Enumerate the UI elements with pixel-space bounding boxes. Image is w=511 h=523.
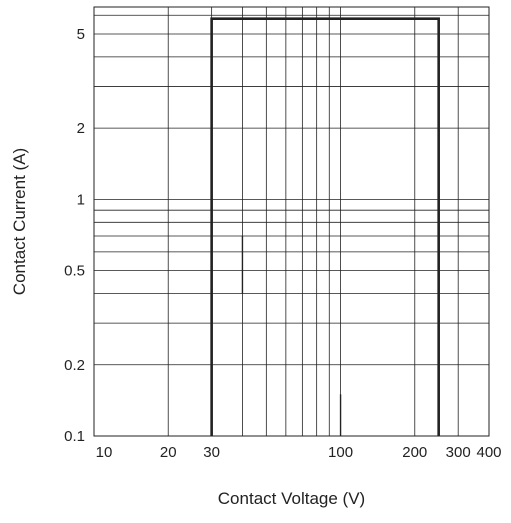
x-tick-labels: 10 20 30 100 200 300 400 [96,444,502,461]
series-layer [210,17,440,436]
x-tick-label: 20 [160,444,177,461]
grid-layer [93,7,490,437]
y-tick-label: 0.1 [64,428,85,445]
x-tick-label: 400 [476,444,501,461]
x-tick-label: 30 [203,444,220,461]
y-tick-labels: 0.1 0.2 0.5 1 2 5 [64,26,85,445]
y-tick-label: 0.5 [64,263,85,280]
x-tick-label: 10 [96,444,113,461]
series-line [210,17,440,436]
y-tick-label: 0.2 [64,357,85,374]
y-tick-label: 2 [77,120,85,137]
x-tick-label: 300 [446,444,471,461]
plot-frame [93,6,490,437]
y-tick-label: 1 [77,191,85,208]
x-tick-label: 100 [328,444,353,461]
x-axis-title: Contact Voltage (V) [218,489,365,508]
y-axis-title: Contact Current (A) [10,148,29,295]
y-tick-label: 5 [77,26,85,43]
x-tick-label: 200 [402,444,427,461]
